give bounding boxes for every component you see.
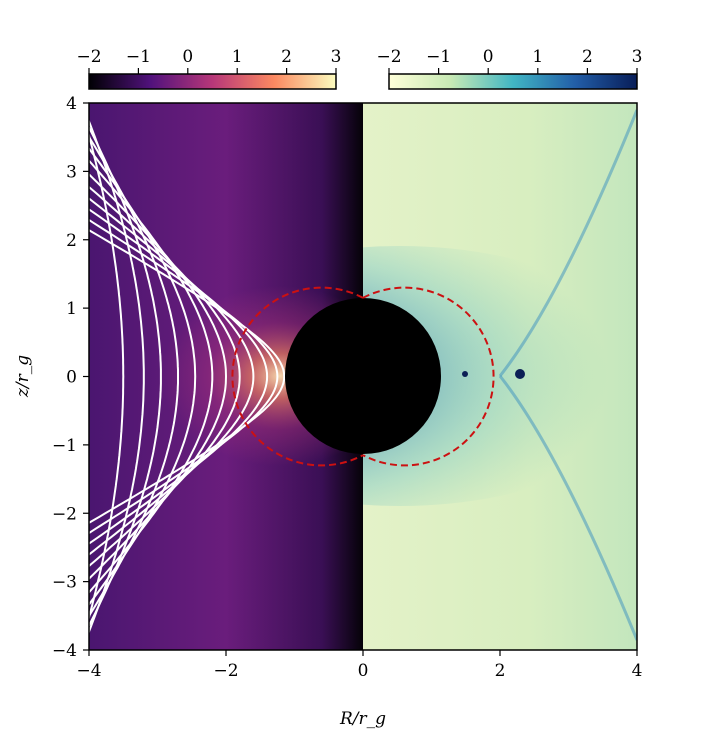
y-tick-label: −2: [52, 504, 77, 524]
y-tick-label: −4: [52, 641, 77, 661]
colorbar-ylgnbu-bar: [388, 73, 638, 90]
colorbar-tick-label: 2: [281, 47, 292, 67]
colorbar-tick-label: 1: [232, 47, 243, 67]
field-line: [89, 135, 179, 618]
colorbar-tick-label: 0: [182, 47, 193, 67]
x-tick-label: 0: [358, 661, 369, 681]
colorbar-ylgnbu: −2 −1 0 1 2 3: [376, 47, 643, 90]
field-line: [89, 146, 197, 607]
x-tick-label: 2: [495, 661, 506, 681]
colorbar-tick-label: 3: [331, 47, 342, 67]
field-line: [89, 172, 228, 581]
field-line: [89, 185, 241, 568]
black-hole: [285, 298, 441, 454]
y-axis-label: z/r_g: [13, 355, 33, 398]
colorbar-tick-label: 0: [483, 47, 494, 67]
field-line: [89, 218, 279, 535]
field-line: [89, 197, 255, 556]
x-axis-label: R/r_g: [339, 709, 386, 729]
field-line: [89, 229, 286, 524]
x-axis: −4 −2 0 2 4: [76, 650, 642, 681]
x-tick-label: −2: [213, 661, 238, 681]
x-tick-label: −4: [76, 661, 101, 681]
colorbar-tick-label: 3: [632, 47, 643, 67]
field-line: [89, 208, 269, 545]
field-line: [89, 159, 214, 594]
colorbar-tick-label: 2: [582, 47, 593, 67]
y-tick-label: −1: [52, 436, 77, 456]
y-tick-label: 4: [66, 94, 77, 114]
y-tick-label: 0: [66, 368, 77, 388]
colorbar-tick-label: 1: [532, 47, 543, 67]
y-tick-label: 1: [66, 299, 77, 319]
y-axis: 4 3 2 1 0 −1 −2 −3 −4: [52, 94, 89, 661]
y-tick-label: 2: [66, 231, 77, 251]
right-panel-heatmap: [363, 103, 637, 650]
y-tick-label: −3: [52, 573, 77, 593]
y-tick-label: 3: [66, 162, 77, 182]
colorbar-tick-label: −2: [376, 47, 401, 67]
colorbar-tick-label: −1: [126, 47, 151, 67]
dashed-boundary: [231, 286, 495, 467]
colorbar-tick-label: −2: [76, 47, 101, 67]
magnetic-field-lines: [89, 118, 286, 635]
colorbar-magma-bar: [88, 73, 337, 90]
colorbar-magma: −2 −1 0 1 2 3: [76, 47, 342, 90]
x-tick-label: 4: [632, 661, 643, 681]
colorbar-tick-label: −1: [426, 47, 451, 67]
